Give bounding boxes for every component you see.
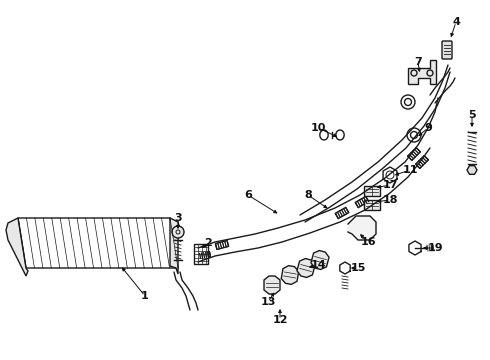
Text: 17: 17 <box>382 180 398 190</box>
Text: 1: 1 <box>141 291 149 301</box>
Polygon shape <box>348 216 376 240</box>
Polygon shape <box>297 258 315 278</box>
Text: 12: 12 <box>272 315 288 325</box>
Polygon shape <box>18 218 178 268</box>
Text: 5: 5 <box>468 110 476 120</box>
Text: 18: 18 <box>382 195 398 205</box>
Text: 9: 9 <box>424 123 432 133</box>
Text: 13: 13 <box>260 297 276 307</box>
Polygon shape <box>264 276 280 294</box>
Circle shape <box>172 226 184 238</box>
Circle shape <box>401 95 415 109</box>
Polygon shape <box>364 200 380 210</box>
Polygon shape <box>408 148 420 160</box>
Text: 19: 19 <box>427 243 443 253</box>
Text: 14: 14 <box>310 260 326 270</box>
Polygon shape <box>408 60 436 84</box>
Polygon shape <box>364 186 380 196</box>
Polygon shape <box>6 218 28 276</box>
Text: 6: 6 <box>244 190 252 200</box>
Polygon shape <box>311 251 329 270</box>
Text: 2: 2 <box>204 238 212 248</box>
Polygon shape <box>194 244 208 264</box>
Circle shape <box>407 128 421 142</box>
Polygon shape <box>216 240 228 249</box>
Text: 7: 7 <box>414 57 422 67</box>
Text: 10: 10 <box>310 123 326 133</box>
Text: 4: 4 <box>452 17 460 27</box>
Polygon shape <box>199 252 210 258</box>
Polygon shape <box>281 266 299 284</box>
Polygon shape <box>416 156 428 168</box>
FancyBboxPatch shape <box>442 41 452 59</box>
Text: 3: 3 <box>174 213 182 223</box>
Text: 8: 8 <box>304 190 312 200</box>
Text: 16: 16 <box>360 237 376 247</box>
Polygon shape <box>467 166 477 174</box>
Polygon shape <box>355 197 368 208</box>
Text: 11: 11 <box>402 165 418 175</box>
Polygon shape <box>170 218 180 274</box>
Polygon shape <box>335 207 349 219</box>
Text: 15: 15 <box>350 263 366 273</box>
